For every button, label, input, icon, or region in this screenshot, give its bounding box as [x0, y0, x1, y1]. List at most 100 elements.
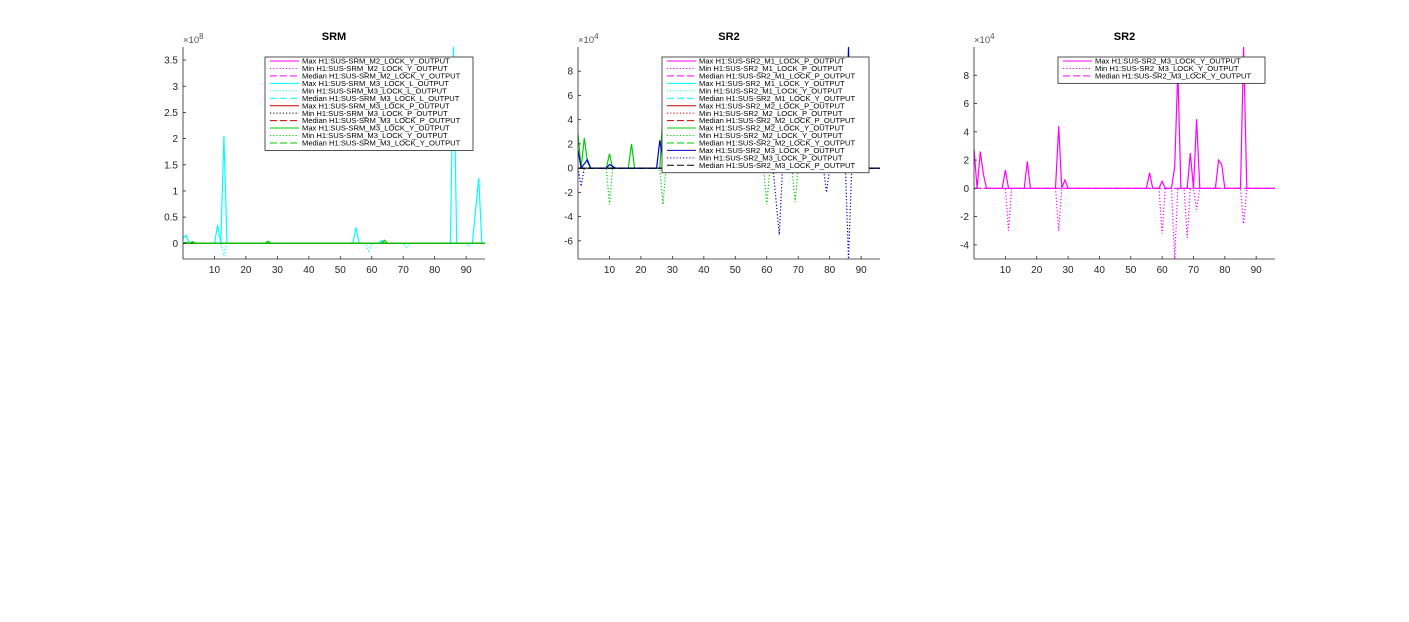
legend-entry: Min H1:SUS-SR2_M1_LOCK_Y_OUTPUT — [699, 86, 843, 95]
y-tick-label: 1 — [172, 186, 178, 197]
legend-entry: Max H1:SUS-SRM_M3_LOCK_L_OUTPUT — [302, 79, 449, 88]
legend-box — [661, 56, 870, 174]
axis-exponent-label: ×104 — [578, 32, 599, 46]
y-tick-label: -2 — [960, 212, 969, 223]
exponent-power: 4 — [990, 32, 995, 41]
exponent-base: ×10 — [974, 35, 990, 46]
x-tick-label: 40 — [698, 265, 710, 276]
y-tick-label: 0 — [567, 164, 573, 175]
y-tick-label: 2 — [567, 139, 573, 150]
x-tick-label: 90 — [856, 265, 868, 276]
x-tick-label: 70 — [793, 265, 805, 276]
legend-entry: Min H1:SUS-SRM_M3_LOCK_L_OUTPUT — [302, 86, 447, 95]
y-tick-label: 8 — [963, 71, 969, 82]
x-tick-label: 90 — [461, 265, 473, 276]
legend-entry: Max H1:SUS-SR2_M1_LOCK_P_OUTPUT — [699, 57, 845, 66]
legend-entry: Min H1:SUS-SR2_M1_LOCK_P_OUTPUT — [699, 64, 843, 73]
y-tick-label: 4 — [567, 115, 573, 126]
legend-entry: Max H1:SUS-SRM_M3_LOCK_Y_OUTPUT — [302, 124, 450, 133]
y-tick-label: 4 — [963, 127, 969, 138]
exponent-power: 4 — [594, 32, 599, 41]
legend-entry: Min H1:SUS-SRM_M3_LOCK_Y_OUTPUT — [302, 131, 448, 140]
x-tick-label: 80 — [824, 265, 836, 276]
x-tick-label: 20 — [1031, 265, 1043, 276]
series-line-5 — [183, 242, 485, 257]
x-tick-label: 30 — [272, 265, 284, 276]
exponent-base: ×10 — [183, 35, 199, 46]
legend-entry: Max H1:SUS-SRM_M3_LOCK_P_OUTPUT — [302, 101, 450, 110]
y-tick-label: 6 — [567, 91, 573, 102]
chart-panel-1: 10 20 30 40 50 60 70 80 90 0 0.5 1 1.5 2 2.5 3 3.5 ×108 SR… — [164, 31, 485, 276]
x-tick-label: 80 — [1219, 265, 1231, 276]
legend-entry: Median H1:SUS-SRM_M3_LOCK_L_OUTPUT — [302, 94, 460, 103]
x-tick-label: 20 — [240, 265, 252, 276]
x-tick-label: 30 — [1063, 265, 1075, 276]
legend-entry: Max H1:SUS-SR2_M2_LOCK_Y_OUTPUT — [699, 124, 845, 133]
y-tick-label: -2 — [564, 188, 573, 199]
y-tick-label: 8 — [567, 67, 573, 78]
x-tick-label: 70 — [1188, 265, 1200, 276]
y-tick-label: -6 — [564, 236, 573, 247]
series-line-2 — [974, 187, 1275, 259]
exponent-base: ×10 — [578, 35, 594, 46]
legend-entry: Min H1:SUS-SR2_M3_LOCK_Y_OUTPUT — [1095, 64, 1239, 73]
plot-area — [183, 47, 485, 257]
legend-entry: Min H1:SUS-SRM_M2_LOCK_Y_OUTPUT — [302, 64, 448, 73]
y-tick-label: 0 — [963, 184, 969, 195]
chart-title: SR2 — [1114, 31, 1135, 43]
legend-entry: Median H1:SUS-SR2_M3_LOCK_P_OUTPUT — [699, 161, 856, 170]
legend-entry: Min H1:SUS-SRM_M3_LOCK_P_OUTPUT — [302, 109, 448, 118]
x-tick-label: 50 — [730, 265, 742, 276]
y-tick-label: 3.5 — [164, 56, 178, 67]
chart-title: SR2 — [718, 31, 739, 43]
x-tick-label: 10 — [209, 265, 221, 276]
legend-entry: Median H1:SUS-SR2_M1_LOCK_Y_OUTPUT — [699, 94, 856, 103]
x-tick-label: 20 — [635, 265, 647, 276]
y-tick-label: 0 — [172, 239, 178, 250]
x-tick-label: 80 — [429, 265, 441, 276]
x-tick-label: 70 — [398, 265, 410, 276]
x-tick-label: 30 — [667, 265, 679, 276]
series-line-11 — [578, 167, 880, 205]
y-tick-label: 0.5 — [164, 213, 178, 224]
y-tick-label: 1.5 — [164, 160, 178, 171]
legend-entry: Median H1:SUS-SRM_M3_LOCK_Y_OUTPUT — [302, 139, 461, 148]
chart-title: SRM — [322, 31, 346, 43]
legend-entry: Min H1:SUS-SR2_M3_LOCK_P_OUTPUT — [699, 153, 843, 162]
x-tick-label: 50 — [1125, 265, 1137, 276]
legend-entry: Max H1:SUS-SR2_M2_LOCK_P_OUTPUT — [699, 101, 845, 110]
x-tick-label: 50 — [335, 265, 347, 276]
axis-exponent-label: ×108 — [183, 32, 204, 46]
x-tick-label: 60 — [1157, 265, 1169, 276]
legend-entry: Min H1:SUS-SR2_M2_LOCK_P_OUTPUT — [699, 109, 843, 118]
legend-box — [264, 56, 474, 151]
exponent-power: 8 — [199, 32, 204, 41]
x-tick-label: 40 — [1094, 265, 1106, 276]
series-line-14 — [578, 167, 880, 259]
legend-entry: Max H1:SUS-SR2_M3_LOCK_Y_OUTPUT — [1095, 57, 1241, 66]
y-tick-label: 3 — [172, 82, 178, 93]
legend-entry: Max H1:SUS-SR2_M3_LOCK_P_OUTPUT — [699, 146, 845, 155]
x-tick-label: 10 — [604, 265, 616, 276]
y-tick-label: 6 — [963, 99, 969, 110]
legend-entry: Median H1:SUS-SR2_M1_LOCK_P_OUTPUT — [699, 72, 856, 81]
legend-box — [1057, 56, 1266, 84]
axis-exponent-label: ×104 — [974, 32, 995, 46]
x-tick-label: 10 — [1000, 265, 1012, 276]
legend-entry: Min H1:SUS-SR2_M2_LOCK_Y_OUTPUT — [699, 131, 843, 140]
legend-entry: Median H1:SUS-SR2_M2_LOCK_Y_OUTPUT — [699, 139, 856, 148]
legend-entry: Median H1:SUS-SRM_M2_LOCK_Y_OUTPUT — [302, 72, 461, 81]
x-tick-label: 60 — [366, 265, 378, 276]
x-tick-label: 90 — [1251, 265, 1263, 276]
y-tick-label: -4 — [960, 240, 969, 251]
legend-entry: Median H1:SUS-SR2_M3_LOCK_Y_OUTPUT — [1095, 72, 1252, 81]
legend-entry: Median H1:SUS-SR2_M2_LOCK_P_OUTPUT — [699, 116, 856, 125]
x-tick-label: 60 — [761, 265, 773, 276]
legend-entry: Max H1:SUS-SR2_M1_LOCK_Y_OUTPUT — [699, 79, 845, 88]
plot-area — [974, 47, 1275, 259]
legend-entry: Max H1:SUS-SRM_M2_LOCK_Y_OUTPUT — [302, 57, 450, 66]
y-tick-label: 2 — [963, 156, 969, 167]
